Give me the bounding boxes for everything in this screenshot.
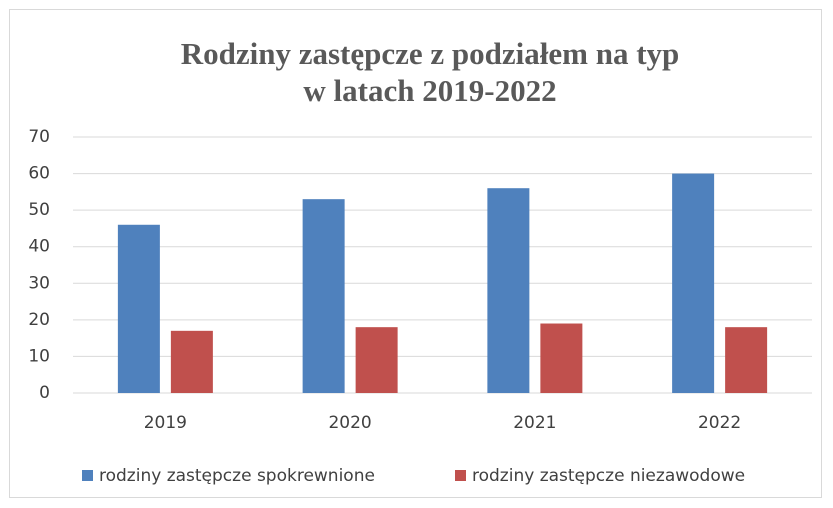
y-tick-label: 60 [28, 164, 50, 184]
bar [540, 323, 583, 393]
y-tick-label: 30 [28, 273, 50, 293]
x-tick-label: 2022 [698, 413, 741, 433]
bar [725, 327, 768, 393]
bar [170, 330, 213, 393]
bar [487, 188, 530, 393]
x-tick-label: 2021 [513, 413, 556, 433]
y-tick-label: 10 [28, 346, 50, 366]
x-tick-label: 2019 [144, 413, 187, 433]
bar [355, 327, 398, 393]
y-tick-label: 0 [39, 383, 50, 403]
bar [302, 199, 345, 393]
y-tick-label: 20 [28, 310, 50, 330]
y-tick-label: 50 [28, 200, 50, 220]
chart-title: w latach 2019-2022 [303, 73, 556, 108]
y-tick-label: 40 [28, 237, 50, 257]
chart-title: Rodziny zastępcze z podziałem na typ [181, 36, 680, 71]
legend-label: rodziny zastępcze niezawodowe [472, 466, 745, 486]
y-tick-label: 70 [28, 127, 50, 147]
legend-swatch [455, 470, 466, 481]
legend-label: rodziny zastępcze spokrewnione [99, 466, 375, 486]
bar [117, 224, 160, 393]
legend-swatch [82, 470, 93, 481]
x-tick-label: 2020 [328, 413, 371, 433]
bar [672, 173, 715, 393]
